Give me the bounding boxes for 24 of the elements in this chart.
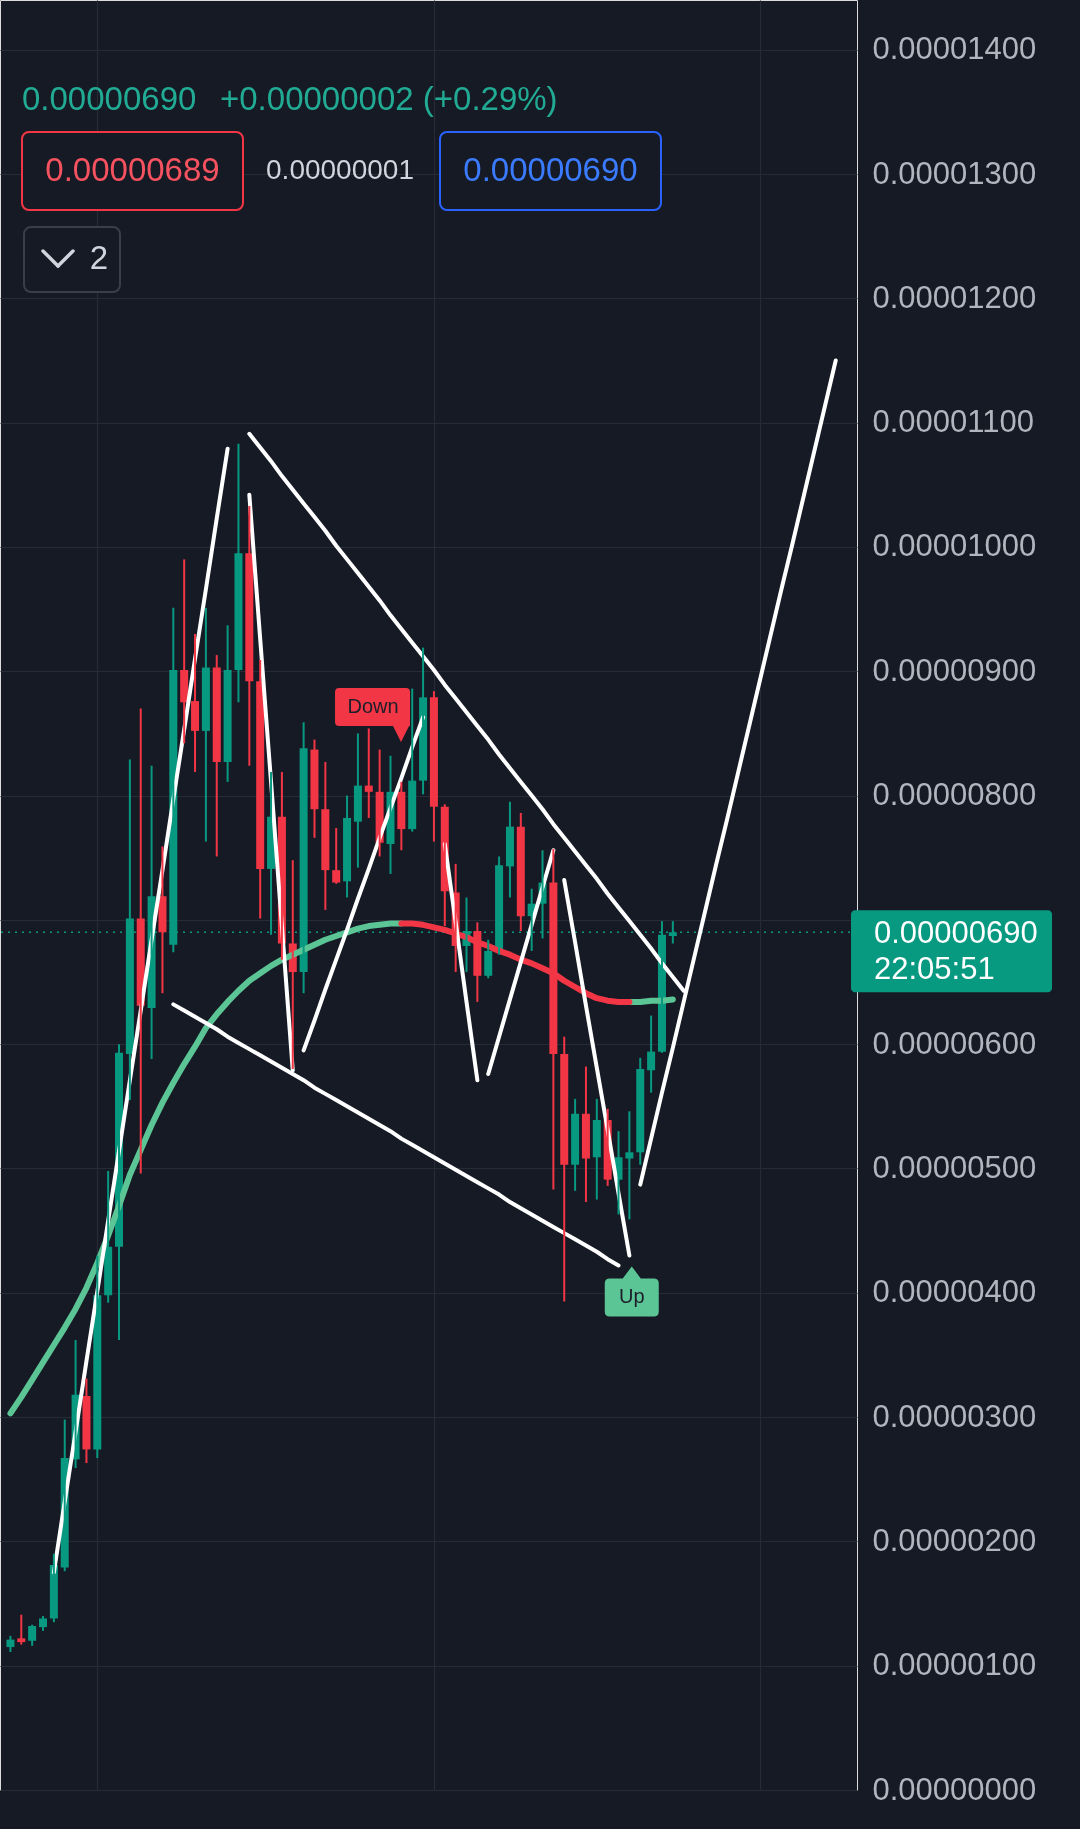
ref-line-label: 0.00000690 xyxy=(874,915,1038,951)
y-tick-label: 0.00001200 xyxy=(872,279,1037,315)
annotation: 0.00000001 xyxy=(266,154,414,185)
y-tick-label: 0.00000400 xyxy=(872,1274,1037,1310)
annotation: 0.00000690 xyxy=(463,151,638,188)
annotation: 0.00000690 xyxy=(22,80,197,117)
y-tick-label: 0.00000200 xyxy=(872,1522,1037,1558)
annotation: +0.00000002 (+0.29%) xyxy=(220,80,558,117)
y-tick-label: 0.00001100 xyxy=(872,404,1034,440)
annotation: 2 xyxy=(89,239,109,276)
y-tick-label: 0.00001000 xyxy=(872,528,1037,564)
annotation: Up xyxy=(618,1285,645,1308)
y-tick-label: 0.00001400 xyxy=(872,31,1037,67)
annotation: 0.00000689 xyxy=(45,151,220,188)
annotation: Down xyxy=(347,695,399,718)
y-tick-label: 0.00000300 xyxy=(872,1398,1037,1434)
y-tick-label: 0.00000500 xyxy=(872,1149,1037,1185)
y-tick-label: 0.00000100 xyxy=(872,1647,1037,1683)
text: 22:05:51 xyxy=(874,951,995,987)
y-tick-label: 0.00000800 xyxy=(872,777,1037,813)
y-tick-label: 0.00000600 xyxy=(872,1025,1037,1061)
y-tick-label: 0.00000900 xyxy=(872,652,1037,688)
y-tick-label: 0.00001300 xyxy=(872,155,1037,191)
y-tick-label: 0.00000000 xyxy=(872,1771,1037,1807)
